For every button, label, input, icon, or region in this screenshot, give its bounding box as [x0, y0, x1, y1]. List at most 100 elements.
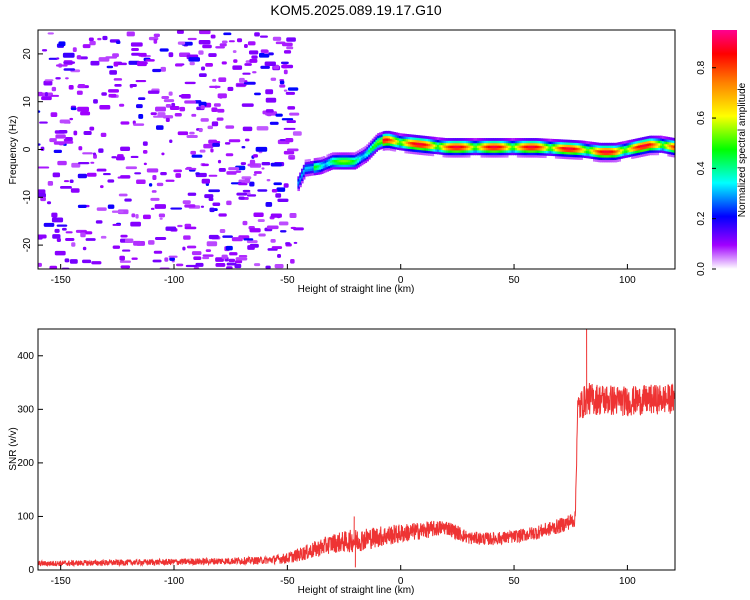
- spectrogram-y-tick-label: -20: [22, 237, 33, 252]
- spectrogram-cell: [447, 138, 451, 141]
- spectrogram-cell: [502, 152, 505, 156]
- spectrogram-cell: [278, 221, 289, 226]
- spectrogram-cell: [518, 147, 522, 151]
- spectrogram-cell: [364, 152, 368, 156]
- spectrogram-cell: [507, 142, 511, 146]
- spectrogram-cell: [660, 138, 663, 141]
- spectrogram-cell: [402, 143, 406, 146]
- spectrogram-cell: [165, 179, 175, 182]
- spectrogram-cell: [346, 161, 349, 165]
- spectrogram-cell: [212, 78, 217, 82]
- spectrogram-cell: [400, 147, 404, 151]
- spectrogram-cell: [346, 157, 349, 160]
- spectrogram-cell: [124, 198, 132, 202]
- spectrogram-cell: [505, 140, 509, 144]
- spectrogram-cell: [629, 149, 632, 153]
- spectrogram-cell: [607, 154, 611, 158]
- spectrogram-cell: [326, 164, 330, 167]
- spectrogram-cell: [304, 166, 308, 170]
- spectrogram-cell: [507, 150, 511, 153]
- spectrogram-cell: [82, 259, 92, 264]
- spectrogram-cell: [629, 151, 632, 155]
- spectrogram-cell: [558, 144, 562, 147]
- spectrogram-cell: [500, 140, 504, 144]
- spectrogram-cell: [437, 146, 440, 150]
- spectrogram-cell: [558, 156, 562, 159]
- spectrogram-cell: [611, 152, 614, 156]
- spectrogram-cell: [520, 154, 524, 158]
- spectrogram-cell: [368, 144, 371, 148]
- spectrogram-cell: [536, 152, 540, 156]
- spectrogram-cell: [475, 152, 478, 156]
- spectrogram-cell: [322, 160, 326, 164]
- spectrogram-cell: [567, 144, 571, 148]
- spectrogram-cell: [148, 240, 155, 245]
- spectrogram-cell: [661, 140, 665, 144]
- spectrogram-cell: [462, 150, 466, 153]
- spectrogram-cell: [602, 145, 605, 149]
- spectrogram-cell: [600, 157, 603, 160]
- spectrogram-cell: [232, 65, 243, 70]
- spectrogram-cell: [540, 143, 544, 146]
- spectrogram-cell: [505, 152, 509, 156]
- spectrogram-cell: [274, 263, 284, 269]
- spectrogram-cell: [669, 151, 672, 155]
- spectrogram-cell: [226, 171, 237, 175]
- spectrogram-cell: [357, 152, 360, 156]
- spectrogram-cell: [320, 166, 324, 170]
- spectrogram-cell: [583, 140, 587, 144]
- spectrogram-cell: [100, 132, 107, 138]
- spectrogram-cell: [322, 163, 326, 167]
- spectrogram-cell: [649, 142, 652, 146]
- spectrogram-cell: [382, 143, 386, 146]
- spectrogram-cell: [398, 145, 402, 148]
- spectrogram-cell: [576, 142, 580, 146]
- spectrogram-cell: [654, 152, 658, 156]
- spectrogram-cell: [45, 80, 50, 84]
- spectrogram-cell: [605, 145, 609, 149]
- spectrogram-cell: [574, 140, 578, 143]
- spectrogram-cell: [641, 144, 645, 148]
- spectrogram-cell: [446, 140, 449, 144]
- spectrogram-cell: [330, 164, 333, 168]
- spectrogram-cell: [496, 145, 500, 149]
- spectrogram-cell: [484, 147, 487, 151]
- spectrogram-cell: [389, 145, 393, 149]
- spectrogram-cell: [525, 152, 529, 156]
- spectrogram-cell: [330, 162, 333, 166]
- spectrogram-cell: [395, 134, 398, 138]
- spectrogram-cell: [324, 167, 328, 171]
- spectrogram-cell: [607, 142, 611, 146]
- spectrogram-cell: [640, 137, 643, 141]
- spectrogram-cell: [277, 198, 289, 202]
- spectrogram-cell: [355, 151, 359, 155]
- spectrogram-cell: [605, 154, 609, 158]
- spectrogram-cell: [603, 159, 607, 163]
- spectrogram-cell: [286, 46, 294, 50]
- spectrogram-cell: [531, 140, 534, 144]
- spectrogram-cell: [585, 143, 589, 147]
- spectrogram-cell: [235, 170, 242, 173]
- spectrogram-cell: [272, 36, 282, 41]
- spectrogram-cell: [553, 150, 556, 154]
- spectrogram-cell: [301, 180, 304, 184]
- spectrogram-cell: [302, 174, 306, 178]
- spectrogram-cell: [204, 194, 214, 199]
- spectrogram-cell: [247, 245, 255, 250]
- spectrogram-cell: [540, 147, 544, 151]
- spectrogram-cell: [536, 147, 540, 151]
- spectrogram-cell: [455, 152, 458, 156]
- spectrogram-cell: [426, 148, 429, 151]
- spectrogram-cell: [578, 152, 582, 156]
- spectrogram-cell: [661, 143, 665, 146]
- spectrogram-cell: [422, 147, 426, 151]
- spectrogram-cell: [409, 148, 413, 152]
- spectrogram-cell: [475, 150, 478, 153]
- spectrogram-cell: [406, 138, 409, 142]
- spectrogram-cell: [348, 164, 351, 168]
- spectrogram-cell: [369, 150, 373, 153]
- spectrogram-cell: [554, 139, 558, 142]
- spectrogram-cell: [554, 148, 558, 152]
- spectrogram-cell: [456, 150, 460, 153]
- spectrogram-cell: [654, 142, 658, 146]
